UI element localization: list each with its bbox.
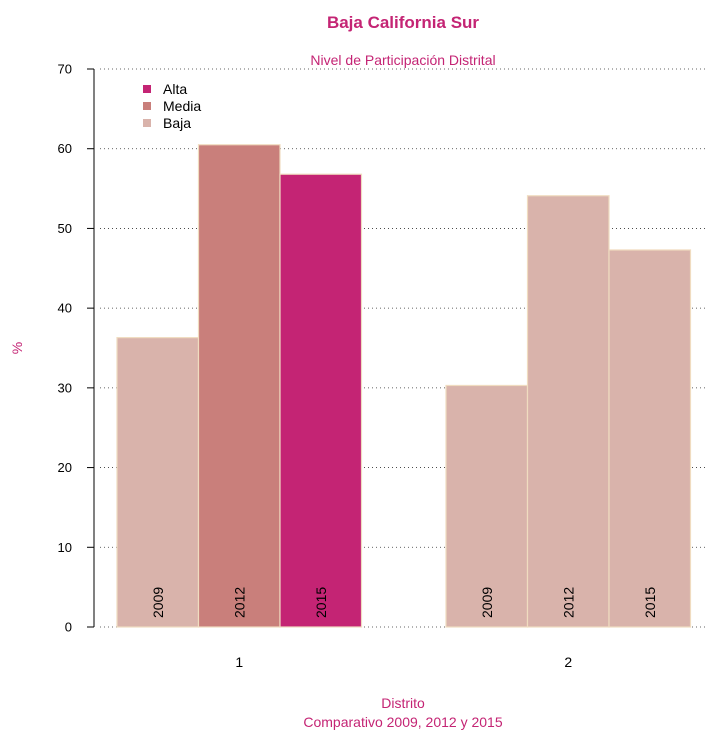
- bar-2-2015: [608, 249, 692, 628]
- y-tick-label: 10: [58, 540, 72, 555]
- y-tick-label: 50: [58, 221, 72, 236]
- bar-year-label: 2009: [150, 587, 166, 618]
- y-tick-label: 30: [58, 380, 72, 395]
- y-tick-label: 60: [58, 141, 72, 156]
- bar-year-label: 2015: [642, 587, 658, 618]
- legend-swatch-media: [143, 102, 151, 110]
- bar-1-2012: [197, 144, 281, 628]
- y-axis-label: %: [9, 342, 25, 354]
- chart-title: Baja California Sur: [327, 13, 479, 32]
- x-axis-label: Distrito: [381, 695, 425, 711]
- bar-2-2009: [445, 384, 529, 628]
- bar-year-label: 2012: [560, 587, 576, 618]
- x-category-label: 2: [564, 654, 572, 670]
- legend-swatch-baja: [143, 119, 151, 127]
- legend-label: Alta: [163, 81, 187, 97]
- y-tick-label: 0: [65, 620, 72, 635]
- x-category-label: 1: [235, 654, 243, 670]
- x-axis-sublabel: Comparativo 2009, 2012 y 2015: [303, 714, 502, 730]
- bar-1-2015: [279, 173, 363, 628]
- y-tick-label: 40: [58, 301, 72, 316]
- y-tick-label: 20: [58, 460, 72, 475]
- bar-year-label: 2012: [231, 587, 247, 618]
- y-tick-label: 70: [58, 62, 72, 77]
- bar-2-2012: [526, 195, 610, 628]
- y-axis: 0 10 20 30 40 50 60 70: [58, 62, 95, 635]
- bars: 2009 2012 2015 2009 2012 2015: [116, 144, 692, 628]
- bar-year-label: 2015: [313, 587, 329, 618]
- chart-subtitle: Nivel de Participación Distrital: [310, 52, 495, 68]
- legend-swatch-alta: [143, 85, 151, 93]
- legend-label: Baja: [163, 115, 191, 131]
- bar-1-2009: [116, 337, 200, 628]
- bar-year-label: 2009: [479, 587, 495, 618]
- legend-label: Media: [163, 98, 201, 114]
